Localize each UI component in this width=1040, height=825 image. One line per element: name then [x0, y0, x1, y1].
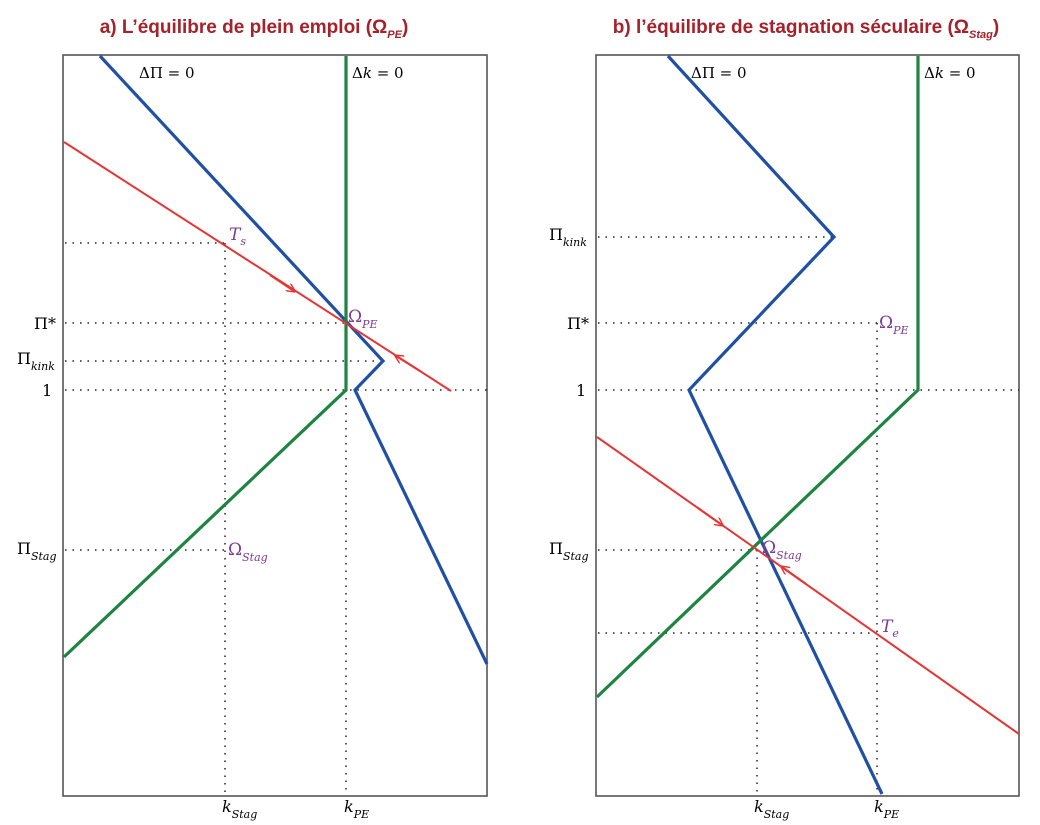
panel-a-ytick-pikink: Πkink — [17, 349, 55, 373]
panel-b-title: b) l’équilibre de stagnation séculaire (… — [613, 17, 999, 41]
panel-b-frame — [595, 54, 1020, 797]
panel-a-dpi-label: ΔΠ = 0 — [139, 64, 195, 82]
panel-b-arrow-2 — [782, 567, 807, 585]
panel-b-xtick-kpe: kPE — [874, 797, 899, 821]
panel-a-ytick-pistag: ΠStag — [17, 539, 57, 563]
panel-a-frame — [62, 54, 488, 797]
panel-a-red-line — [63, 141, 452, 392]
panel-b-guides — [598, 236, 1019, 794]
panel-a-dk-label: Δk = 0 — [352, 64, 404, 82]
panel-b-ytick-one: 1 — [576, 381, 586, 400]
panel-a-arrow-1 — [269, 274, 294, 291]
panel-b-dk-label: Δk = 0 — [924, 64, 976, 82]
panel-b-ytick-pistag: ΠStag — [549, 539, 589, 563]
panel-a-omega-pe-label: ΩPE — [348, 307, 378, 331]
panel-b-dpi-curve — [666, 54, 884, 795]
panel-a-guides — [65, 242, 487, 794]
panel-a-title: a) L’équilibre de plein emploi (ΩPE) — [100, 17, 409, 41]
panel-b-arrow-1 — [697, 507, 722, 525]
panel-a-xtick-kpe: kPE — [344, 797, 369, 821]
panel-b-ytick-pistar: Π* — [567, 314, 589, 333]
panel-a-ts-label: Ts — [229, 225, 246, 248]
panel-a: a) L’équilibre de plein emploi (ΩPE) ΔΠ … — [17, 17, 489, 821]
panel-b-dk-curve — [595, 56, 920, 699]
panel-a-arrow-2 — [396, 356, 421, 372]
panel-b-ytick-pikink: Πkink — [549, 225, 587, 249]
panel-b-omega-stag-label: ΩStag — [762, 538, 802, 562]
panel-b-omega-pe-label: ΩPE — [879, 313, 909, 337]
panel-a-dk-curve — [62, 56, 348, 659]
panel-a-ytick-one: 1 — [42, 381, 52, 400]
panel-b-xtick-kstag: kStag — [754, 797, 789, 821]
panel-a-ytick-pistar: Π* — [34, 314, 56, 333]
panel-a-xtick-kstag: kStag — [222, 797, 257, 821]
panel-a-omega-stag-label: ΩStag — [228, 540, 268, 564]
panel-b-te-label: Te — [881, 617, 899, 640]
panel-b-red-line — [596, 436, 1020, 735]
panel-b-dpi-label: ΔΠ = 0 — [691, 64, 747, 82]
panel-b: b) l’équilibre de stagnation séculaire (… — [549, 17, 1020, 821]
panel-a-dpi-curve — [98, 54, 489, 665]
